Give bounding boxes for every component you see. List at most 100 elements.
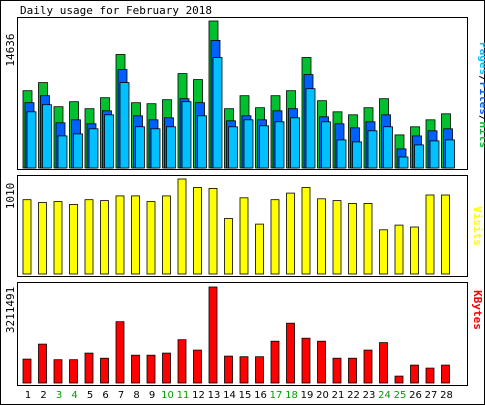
- visits-bar: [146, 201, 156, 275]
- pages-bar: [57, 135, 68, 169]
- day-label: 13: [208, 390, 221, 401]
- visits-bar: [177, 178, 187, 275]
- kbytes-bar: [425, 367, 435, 384]
- pages-bar: [383, 126, 393, 169]
- kbytes-bar: [394, 375, 404, 384]
- pages-bar: [414, 144, 424, 169]
- pages-bar: [228, 126, 238, 169]
- visits-bar: [379, 229, 388, 275]
- visits-bar: [208, 187, 218, 275]
- visits-bar: [38, 202, 47, 275]
- kbytes-bar: [38, 343, 47, 384]
- pages-files-hits-panel: 14636 Pages/Files/Hits: [4, 17, 485, 170]
- pages-bar: [88, 128, 99, 169]
- kbytes-bar: [100, 357, 109, 384]
- visits-bar: [100, 200, 109, 275]
- day-label: 10: [161, 390, 174, 401]
- pages-bar: [336, 139, 347, 169]
- day-label: 20: [316, 390, 329, 401]
- visits-bar: [69, 203, 78, 275]
- kbytes-bar: [208, 286, 218, 384]
- pages-bar: [321, 121, 331, 169]
- day-label: 1: [25, 390, 31, 401]
- visits-bar: [193, 187, 202, 275]
- day-label: 14: [223, 390, 236, 401]
- day-label: 24: [378, 390, 391, 401]
- day-label: 11: [177, 390, 190, 401]
- top-panel-legend: Pages/Files/Hits: [477, 42, 485, 148]
- day-label: 2: [40, 390, 46, 401]
- pages-bar: [290, 117, 300, 169]
- visits-bar: [394, 224, 404, 275]
- kbytes-bar: [69, 359, 78, 384]
- kbytes-bar: [363, 349, 373, 384]
- mid-panel-frame: [17, 175, 468, 277]
- day-label: 16: [254, 390, 267, 401]
- visits-panel: 1010 Visits: [4, 175, 484, 277]
- pages-bar: [367, 130, 378, 169]
- visits-bar: [84, 199, 94, 275]
- legend-files: Files: [477, 82, 485, 115]
- day-label: 27: [425, 390, 438, 401]
- visits-bar: [115, 195, 125, 275]
- day-label: 8: [133, 390, 139, 401]
- pages-bar: [135, 126, 145, 169]
- top-panel-max-label: 14636: [4, 33, 17, 66]
- kbytes-panel: 3211491 KBytes: [4, 282, 484, 386]
- day-label: 17: [270, 390, 283, 401]
- day-label: 26: [409, 390, 422, 401]
- kbytes-bar: [379, 342, 388, 384]
- visits-bar: [410, 226, 419, 275]
- kbytes-bar: [255, 356, 264, 384]
- kbytes-bar: [239, 356, 249, 384]
- visits-bar: [348, 203, 357, 275]
- visits-bar: [301, 187, 311, 275]
- visits-bar: [131, 195, 140, 275]
- day-label: 21: [332, 390, 345, 401]
- kbytes-bar: [410, 364, 419, 384]
- day-label: 9: [149, 390, 155, 401]
- top-panel-legend-text: Pages/Files/Hits: [477, 42, 485, 148]
- kbytes-bar: [53, 359, 63, 384]
- day-label: 4: [71, 390, 77, 401]
- day-label: 22: [347, 390, 360, 401]
- kbytes-bar: [115, 321, 125, 384]
- pages-bar: [274, 121, 285, 169]
- visits-bar: [332, 200, 342, 275]
- pages-bar: [197, 115, 207, 169]
- bottom-panel-legend-kbytes: KBytes: [471, 290, 484, 330]
- day-axis-labels: 1 2 3 4 5 6 7 8 9 10 11 12 13 14 15 16 17 18 19 20 21 22 23 24 2…: [25, 390, 453, 401]
- day-label: 25: [394, 390, 407, 401]
- chart-title: Daily usage for February 2018: [20, 4, 212, 17]
- visits-bar: [317, 198, 326, 275]
- pages-bar: [73, 133, 83, 169]
- day-label: 19: [301, 390, 314, 401]
- day-label: 12: [192, 390, 205, 401]
- pages-bar: [42, 104, 52, 169]
- top-panel-bars: [22, 20, 455, 169]
- pages-bar: [429, 140, 440, 169]
- kbytes-bar: [162, 352, 171, 384]
- kbytes-bar: [286, 322, 295, 384]
- visits-bar: [239, 197, 249, 275]
- day-label: 3: [56, 390, 62, 401]
- pages-bar: [352, 141, 362, 169]
- visits-bar: [162, 195, 171, 275]
- pages-bar: [104, 114, 114, 169]
- pages-bar: [305, 88, 316, 169]
- pages-bar: [26, 111, 37, 169]
- day-label: 18: [285, 390, 298, 401]
- pages-bar: [181, 101, 192, 169]
- pages-bar: [166, 126, 176, 169]
- kbytes-bar: [332, 357, 342, 384]
- visits-bar: [286, 192, 295, 275]
- kbytes-bar: [224, 355, 233, 384]
- kbytes-bar: [193, 349, 202, 384]
- visits-bar: [441, 194, 450, 275]
- legend-hits: Hits: [477, 122, 485, 149]
- visits-bar: [363, 203, 373, 275]
- day-label: 15: [239, 390, 252, 401]
- visits-bar: [22, 199, 32, 275]
- top-panel-frame: [17, 17, 468, 170]
